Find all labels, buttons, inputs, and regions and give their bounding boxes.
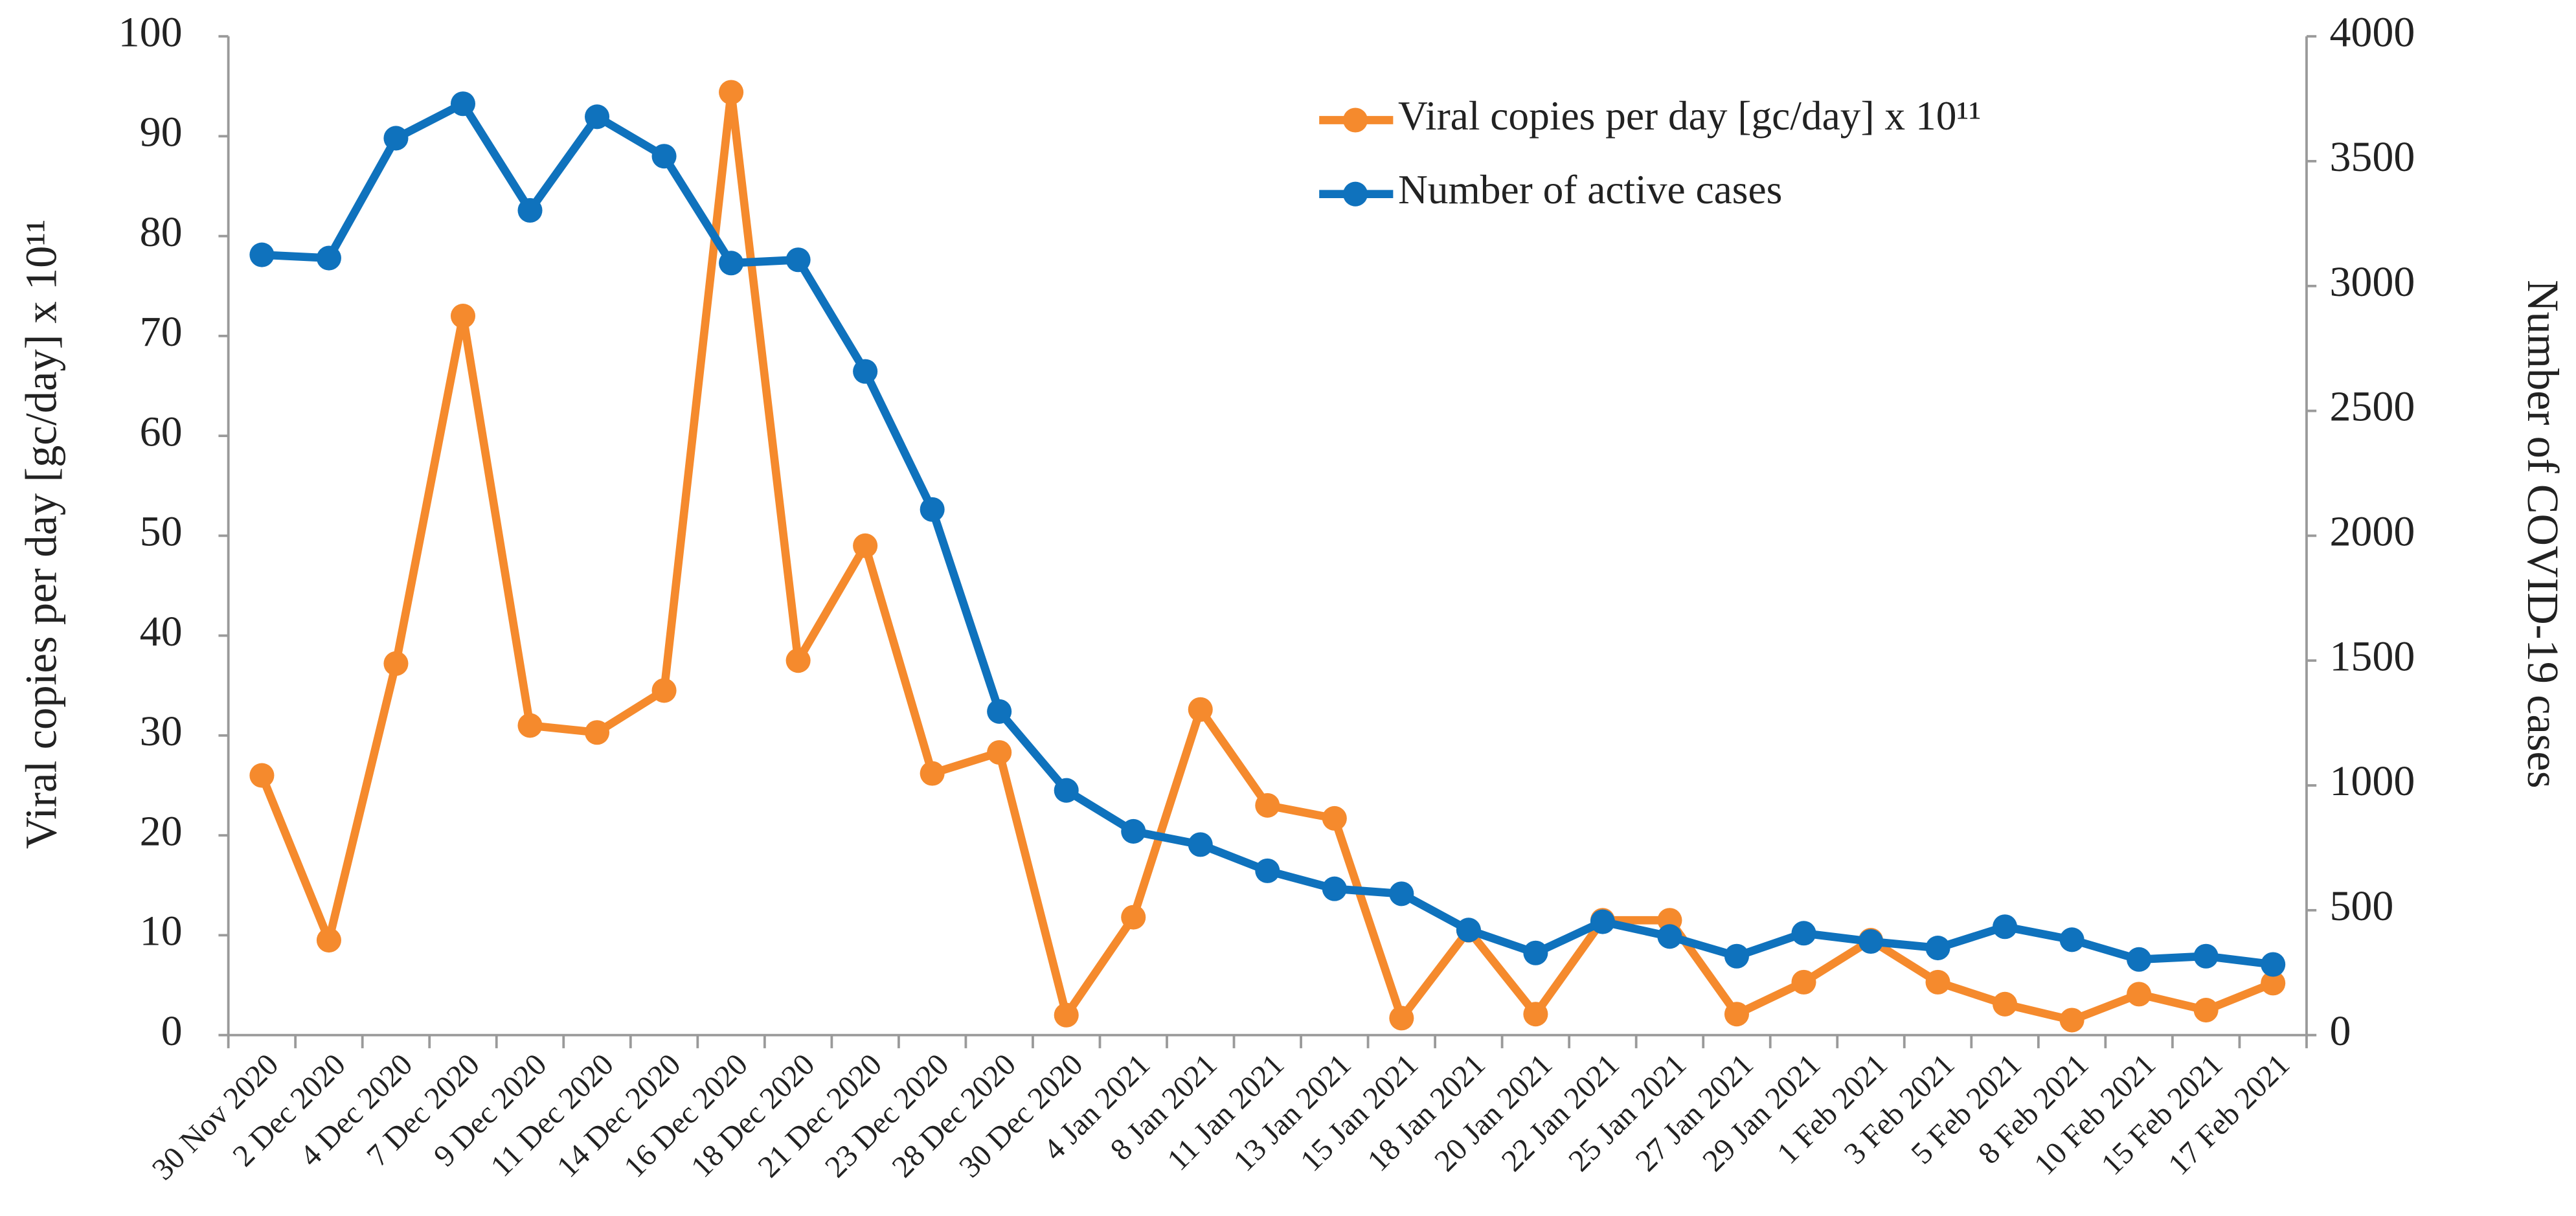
point — [1121, 818, 1146, 844]
y2-tick-label: 0 — [2329, 1008, 2351, 1055]
point — [2127, 982, 2152, 1007]
point — [249, 763, 275, 788]
legend-marker — [1342, 107, 1368, 133]
point — [1590, 909, 1615, 934]
y-tick-label: 100 — [119, 8, 183, 56]
point — [785, 648, 811, 673]
y-tick-label: 80 — [140, 208, 183, 256]
point — [651, 144, 677, 169]
legend-label: Number of active cases — [1398, 166, 1782, 212]
series-line — [262, 99, 2274, 969]
point — [517, 713, 543, 738]
y2-tick-label: 1500 — [2329, 633, 2415, 680]
point — [450, 303, 476, 329]
point — [987, 740, 1012, 765]
point — [2059, 927, 2085, 952]
point — [585, 104, 610, 129]
point — [920, 497, 945, 522]
point — [1523, 940, 1548, 965]
point — [719, 251, 744, 276]
point — [1054, 778, 1079, 803]
point — [383, 651, 409, 676]
point — [450, 91, 476, 117]
y2-tick-label: 2000 — [2329, 508, 2415, 556]
point — [1255, 858, 1280, 883]
y-tick-label: 70 — [140, 308, 183, 355]
point — [1523, 1002, 1548, 1027]
point — [1724, 1002, 1749, 1027]
point — [2193, 943, 2219, 969]
y-tick-label: 50 — [140, 508, 183, 556]
point — [1925, 969, 1950, 995]
y-tick-label: 30 — [140, 708, 183, 755]
point — [1456, 918, 1481, 943]
point — [2193, 998, 2219, 1023]
point — [853, 533, 878, 558]
point — [1993, 914, 2018, 940]
y2-tick-label: 4000 — [2329, 8, 2415, 56]
legend-marker — [1342, 181, 1368, 207]
point — [1993, 991, 2018, 1017]
point — [651, 678, 677, 703]
y2-axis-label: Number of COVID-19 cases — [2518, 280, 2568, 788]
point — [987, 699, 1012, 724]
y-tick-label: 0 — [161, 1008, 183, 1055]
point — [1322, 805, 1347, 831]
y-tick-label: 40 — [140, 608, 183, 655]
point — [1925, 936, 1950, 961]
y-axis-label: Viral copies per day [gc/day] x 10¹¹ — [17, 220, 66, 850]
y-tick-label: 90 — [140, 109, 183, 156]
y-tick-label: 20 — [140, 807, 183, 855]
point — [853, 359, 878, 384]
y-tick-label: 60 — [140, 408, 183, 455]
y2-tick-label: 1000 — [2329, 758, 2415, 805]
point — [1791, 969, 1816, 995]
y2-tick-label: 3500 — [2329, 133, 2415, 181]
point — [1188, 832, 1213, 857]
point — [1054, 1002, 1079, 1028]
point — [1389, 1006, 1414, 1031]
point — [316, 245, 341, 271]
point — [1657, 924, 1682, 949]
legend-label: Viral copies per day [gc/day] x 10¹¹ — [1398, 93, 1981, 139]
point — [719, 80, 744, 105]
point — [1724, 943, 1749, 969]
point — [249, 242, 275, 267]
point — [2127, 947, 2152, 972]
point — [920, 761, 945, 786]
point — [383, 126, 409, 151]
y-tick-label: 10 — [140, 908, 183, 955]
point — [1791, 921, 1816, 946]
point — [517, 197, 543, 223]
point — [316, 928, 341, 953]
point — [1188, 697, 1213, 722]
y2-tick-label: 3000 — [2329, 258, 2415, 306]
point — [2059, 1008, 2085, 1033]
point — [1255, 793, 1280, 818]
point — [1858, 929, 1884, 954]
point — [1389, 881, 1414, 906]
y2-tick-label: 2500 — [2329, 383, 2415, 431]
point — [2261, 952, 2286, 977]
point — [785, 247, 811, 273]
point — [2261, 971, 2286, 996]
y2-tick-label: 500 — [2329, 883, 2393, 930]
point — [1121, 905, 1146, 930]
point — [585, 720, 610, 745]
point — [1322, 876, 1347, 901]
